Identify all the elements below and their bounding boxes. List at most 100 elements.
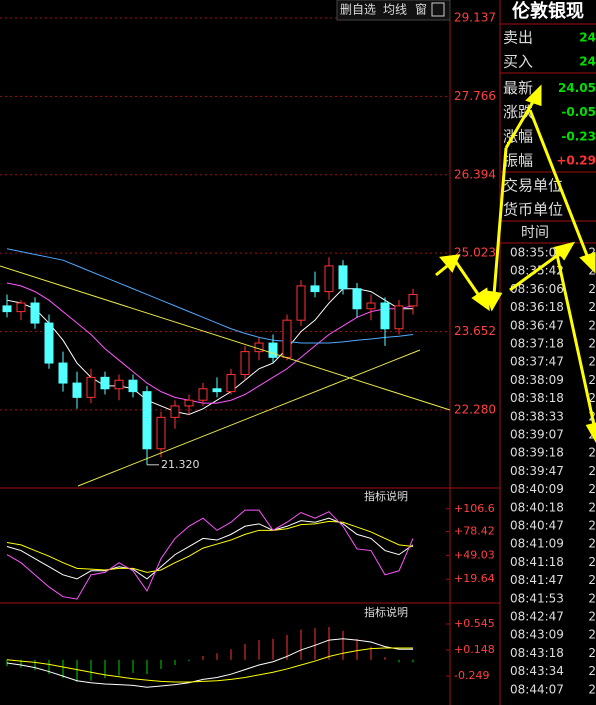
tick-price: 2	[588, 500, 596, 514]
tick-time: 08:41:53	[510, 591, 564, 605]
tick-time: 08:41:09	[510, 537, 564, 551]
tick-time: 08:38:33	[510, 409, 564, 423]
plot: 29.137 27.766 26.394 25.023 23.652 22.280 21.3…	[0, 11, 496, 688]
tick-time: 08:43:34	[510, 664, 564, 678]
y-tick-label: +106.6	[454, 502, 495, 515]
candle-body	[2, 305, 12, 313]
tick-price: 2	[588, 646, 596, 660]
tick-price: 2	[588, 573, 596, 587]
candle-body	[324, 265, 334, 293]
tick-price: 2	[588, 318, 596, 332]
y-tick-label: +0.148	[454, 643, 495, 656]
column-header: 时间	[521, 225, 549, 241]
tick-time: 08:38:09	[510, 373, 564, 387]
tick-time: 08:40:47	[510, 519, 564, 533]
tick-time: 08:40:09	[510, 482, 564, 496]
toolbar-button[interactable]: 窗	[415, 3, 427, 17]
y-tick-label: 29.137	[454, 11, 496, 25]
tick-price: 2	[588, 555, 596, 569]
tick-price: 2	[588, 300, 596, 314]
tick-time: 08:36:06	[510, 282, 564, 296]
tick-time: 08:37:18	[510, 337, 564, 351]
tick-time: 08:35:06	[510, 246, 564, 260]
y-tick-label: +0.545	[454, 617, 495, 630]
tick-time: 08:42:47	[510, 610, 564, 624]
indicator-line	[6, 520, 414, 573]
toolbar-button[interactable]: 均线	[383, 3, 407, 17]
candle-body	[212, 388, 222, 393]
indicator-line	[6, 509, 414, 600]
low-annotation: 21.320	[161, 458, 200, 471]
toolbar	[336, 0, 451, 21]
quote-label: 买入	[503, 53, 533, 71]
candle-body	[170, 405, 180, 418]
y-tick-label: 26.394	[454, 167, 496, 181]
tick-price: 2	[588, 373, 596, 387]
quote-value: +0.29	[556, 154, 596, 168]
candle-body	[156, 416, 166, 450]
toolbar-button[interactable]: 删自选	[340, 3, 376, 17]
candle-body	[16, 302, 26, 313]
candle-body	[142, 391, 152, 450]
tick-price: 2	[588, 464, 596, 478]
unit-label: 交易单位	[503, 177, 563, 195]
indicator-line	[6, 248, 414, 344]
candle-body	[394, 305, 404, 330]
tick-price: 2	[588, 519, 596, 533]
quote-value: 24.05	[558, 81, 596, 95]
tick-price: 2	[588, 482, 596, 496]
candle-body	[30, 302, 40, 324]
tick-time: 08:36:18	[510, 300, 564, 314]
unit-label: 货币单位	[503, 201, 563, 219]
quote-label: 最新	[503, 79, 533, 97]
y-tick-label: +78.42	[454, 525, 495, 538]
tick-price: 2	[588, 355, 596, 369]
candle-body	[338, 265, 348, 290]
trend-line	[0, 265, 451, 411]
candle-body	[380, 302, 390, 330]
tick-price: 2	[588, 446, 596, 460]
quote-value: -0.05	[561, 105, 596, 119]
candle-body	[366, 302, 376, 310]
y-tick-label: 23.652	[454, 324, 496, 338]
tick-price: 2	[588, 391, 596, 405]
candle-body	[408, 293, 418, 307]
candle-body	[226, 373, 236, 393]
tick-price: 2	[588, 246, 596, 260]
panel-title[interactable]: 指标说明	[364, 489, 408, 503]
tick-price: 2	[588, 682, 596, 696]
window-icon[interactable]	[431, 2, 445, 17]
tick-time: 08:38:18	[510, 391, 564, 405]
candle-body	[86, 376, 96, 398]
trend-line	[77, 349, 421, 487]
tick-time: 08:39:07	[510, 428, 564, 442]
tick-time: 08:41:47	[510, 573, 564, 587]
quote-label: 振幅	[503, 152, 533, 170]
quote-value: -0.23	[561, 129, 596, 143]
candle-body	[100, 376, 110, 390]
candle-body	[72, 382, 82, 398]
y-tick-label: 25.023	[454, 246, 496, 260]
candle-body	[310, 285, 320, 293]
instrument-title: 伦敦银现	[512, 0, 584, 22]
panel-title[interactable]: 指标说明	[364, 605, 408, 619]
candle-body	[114, 379, 124, 390]
candle-body	[352, 288, 362, 310]
candle-body	[44, 322, 54, 364]
tick-price: 2	[588, 664, 596, 678]
candle-body	[282, 319, 292, 358]
quote-value: 24	[579, 55, 596, 69]
candle-body	[128, 379, 138, 393]
annotation-arrows	[435, 84, 596, 444]
tick-price: 2	[588, 264, 596, 278]
tick-time: 08:39:18	[510, 446, 564, 460]
y-tick-label: +49.03	[454, 548, 495, 561]
tick-time: 08:44:07	[510, 682, 564, 696]
indicator-line	[6, 282, 414, 404]
tick-time: 08:37:47	[510, 355, 564, 369]
indicator-line	[6, 638, 413, 688]
indicator-line	[6, 647, 413, 683]
